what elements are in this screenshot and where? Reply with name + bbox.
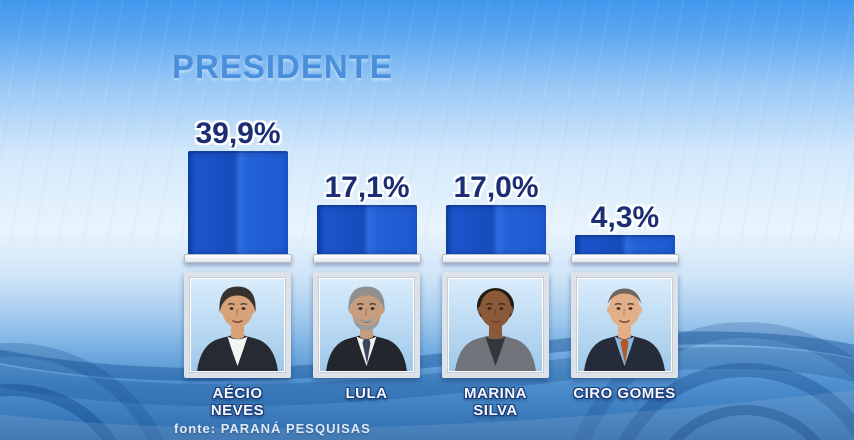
candidate-column-marina: 17,0% [442, 117, 550, 263]
candidate-card-ciro: CIRO GOMES [571, 272, 678, 419]
bar-marina-silva [446, 205, 546, 254]
candidate-card-aecio: AÉCIO NEVES [184, 272, 291, 419]
photo-frame [571, 272, 678, 378]
bar-chart: 39,9% 17,1% 17,0% 4,3% [184, 117, 679, 263]
lula-photo [320, 279, 413, 371]
candidate-card-lula: LULA [313, 272, 420, 419]
page-title: PRESIDENTE [172, 48, 393, 85]
candidate-photos-row: AÉCIO NEVES LULA [184, 272, 678, 419]
candidate-column-lula: 17,1% [313, 117, 421, 263]
background-streaks [0, 0, 854, 242]
value-label: 17,1% [324, 170, 410, 204]
value-label: 39,9% [195, 116, 281, 150]
candidate-name: AÉCIO NEVES [210, 385, 265, 419]
bar-ciro-gomes [575, 235, 675, 254]
bar-base [571, 254, 679, 263]
candidate-name: LULA [345, 385, 388, 402]
candidate-card-marina: MARINA SILVA [442, 272, 549, 419]
source-label: fonte: PARANÁ PESQUISAS [174, 421, 371, 436]
photo-frame [313, 272, 420, 378]
value-label: 4,3% [590, 200, 660, 234]
photo-frame [442, 272, 549, 378]
candidate-name: MARINA SILVA [464, 385, 527, 419]
candidate-column-aecio: 39,9% [184, 117, 292, 263]
marina-silva-photo [449, 279, 542, 371]
bar-base [313, 254, 421, 263]
value-label: 17,0% [453, 170, 539, 204]
aecio-neves-photo [191, 279, 284, 371]
bar-aecio-neves [188, 151, 288, 254]
bar-lula [317, 205, 417, 254]
candidate-column-ciro: 4,3% [571, 117, 679, 263]
candidate-name: CIRO GOMES [573, 385, 676, 402]
photo-frame [184, 272, 291, 378]
bar-base [184, 254, 292, 263]
ciro-gomes-photo [578, 279, 671, 371]
bar-base [442, 254, 550, 263]
